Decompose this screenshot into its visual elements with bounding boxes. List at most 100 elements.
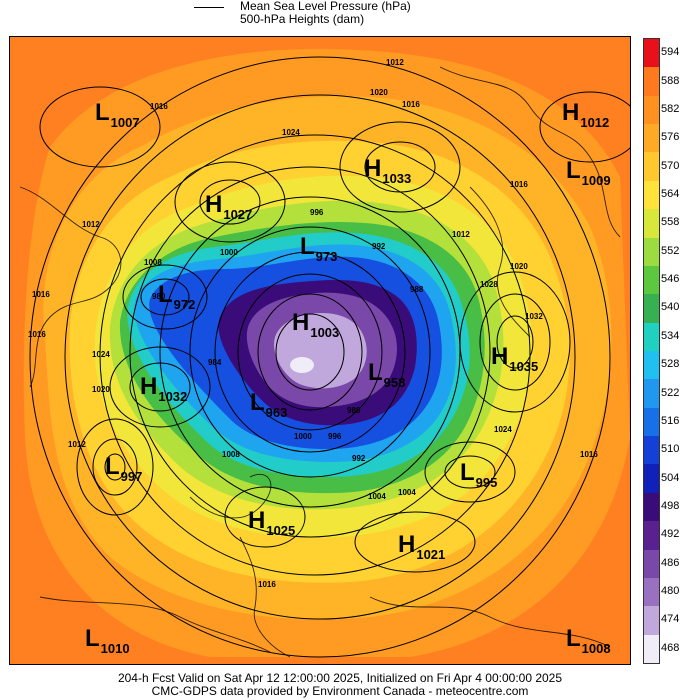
system-value: 1007 xyxy=(110,115,140,130)
isobar-label: 1012 xyxy=(452,230,470,239)
colorbar-label: 480 xyxy=(661,585,680,598)
high-pressure-marker: H1012 xyxy=(562,99,610,130)
colorbar-cell xyxy=(644,180,659,210)
colorbar-cell xyxy=(644,237,659,267)
high-pressure-marker: H1027 xyxy=(205,191,253,222)
isobar-label: 1028 xyxy=(480,280,498,289)
colorbar-cell xyxy=(644,492,659,522)
isobar-label: 1016 xyxy=(580,450,598,459)
colorbar-label: 492 xyxy=(661,528,680,541)
system-symbol: H xyxy=(491,343,509,370)
colorbar-label: 588 xyxy=(661,74,680,87)
isobar-label: 980 xyxy=(152,292,166,301)
isobar-label: 1016 xyxy=(150,102,168,111)
colorbar-cell xyxy=(644,294,659,324)
colorbar-label: 486 xyxy=(661,556,680,569)
colorbar-cell xyxy=(644,577,659,607)
colorbar-label: 564 xyxy=(661,188,680,200)
system-symbol: L xyxy=(566,625,581,652)
system-value: 997 xyxy=(120,469,143,484)
system-symbol: L xyxy=(105,453,120,480)
isobar-label: 988 xyxy=(347,406,361,415)
isobar-label: 996 xyxy=(310,208,324,217)
system-symbol: H xyxy=(398,531,416,558)
isobar-label: 1004 xyxy=(398,488,416,497)
system-symbol: L xyxy=(85,625,100,652)
colorbar-cell xyxy=(644,351,659,380)
system-symbol: L xyxy=(566,157,581,184)
colorbar-cell xyxy=(644,379,659,409)
system-symbol: L xyxy=(368,359,383,386)
system-symbol: L xyxy=(300,233,315,260)
isobar-legend-line xyxy=(194,7,224,8)
isobar-label: 992 xyxy=(372,242,386,251)
system-value: 1033 xyxy=(382,171,412,186)
low-pressure-marker: L1009 xyxy=(566,157,611,188)
isobar-label: 1016 xyxy=(32,290,50,299)
map-canvas: 1012 1016 1020 1024 1016 1012 1016 1016 … xyxy=(10,37,630,664)
isobar-label: 1000 xyxy=(294,432,312,441)
isobar-label: 992 xyxy=(352,454,366,463)
system-value: 972 xyxy=(173,297,196,312)
colorbar-label: 468 xyxy=(661,641,680,654)
isobar-label: 988 xyxy=(410,285,424,294)
isobar-label: 1008 xyxy=(222,450,240,459)
system-value: 1021 xyxy=(416,547,446,562)
low-pressure-marker: L972 xyxy=(158,281,196,312)
system-value: 1009 xyxy=(581,173,611,188)
colorbar-cell xyxy=(644,67,659,97)
colorbar-label: 594 xyxy=(661,46,680,59)
isobar-label: 984 xyxy=(208,358,222,367)
colorbar-cell xyxy=(644,436,659,465)
weather-map: 1012 1016 1020 1024 1016 1012 1016 1016 … xyxy=(9,36,631,665)
colorbar-cell xyxy=(644,407,659,437)
system-value: 995 xyxy=(475,475,498,490)
isobar-label: 1016 xyxy=(402,100,420,109)
system-symbol: H xyxy=(292,309,310,336)
colorbar-cell xyxy=(644,322,659,352)
high-pressure-marker: H1032 xyxy=(140,373,188,404)
colorbar-label: 498 xyxy=(661,500,680,512)
isobar-label: 1020 xyxy=(92,385,110,394)
isobar-label: 1032 xyxy=(525,312,543,321)
colorbar-cell xyxy=(644,95,659,125)
low-pressure-marker: L1008 xyxy=(566,625,611,656)
isobar-label: 1016 xyxy=(510,180,528,189)
high-pressure-marker: H1033 xyxy=(364,155,412,186)
system-value: 1027 xyxy=(223,207,253,222)
legend-mslp-label: Mean Sea Level Pressure (hPa) xyxy=(240,0,411,13)
colorbar-cell xyxy=(644,39,659,68)
high-pressure-marker: H1021 xyxy=(398,531,446,562)
colorbar-label: 534 xyxy=(661,329,680,342)
colorbar-label: 546 xyxy=(661,273,680,286)
low-pressure-marker: L973 xyxy=(300,233,337,264)
legend-heights-label: 500-hPa Heights (dam) xyxy=(240,12,365,26)
isobar-label: 1012 xyxy=(386,58,404,67)
isobar-label: 1004 xyxy=(368,492,386,501)
colorbar-cell xyxy=(644,606,659,636)
isobar-label: 1024 xyxy=(282,128,300,137)
system-value: 1012 xyxy=(580,115,610,130)
forecast-valid-text: 204-h Fcst Valid on Sat Apr 12 12:00:00 … xyxy=(117,671,563,685)
legend: Mean Sea Level Pressure (hPa) 500-hPa He… xyxy=(190,0,640,30)
isobar-label: 1012 xyxy=(68,440,86,449)
colorbar-label: 510 xyxy=(661,443,680,456)
colorbar-cell xyxy=(644,209,659,239)
isobar-label: 1024 xyxy=(494,425,512,434)
system-symbol: H xyxy=(248,507,266,534)
system-symbol: L xyxy=(460,459,475,486)
colorbar-cell xyxy=(644,124,659,153)
data-credit-text: CMC-GDPS data provided by Environment Ca… xyxy=(151,684,529,698)
colorbar-cell xyxy=(644,464,659,494)
system-value: 1010 xyxy=(100,641,130,656)
isobar-label: 1016 xyxy=(28,330,46,339)
isobar-label: 1000 xyxy=(220,248,238,257)
colorbar-label: 558 xyxy=(661,216,680,229)
colorbar-label: 576 xyxy=(661,131,680,144)
low-pressure-marker: L995 xyxy=(460,459,498,490)
system-symbol: L xyxy=(95,99,110,126)
isobar-label: 996 xyxy=(328,432,342,441)
system-symbol: H xyxy=(562,99,580,126)
low-pressure-marker: L958 xyxy=(368,359,405,390)
system-value: 1032 xyxy=(158,389,188,404)
